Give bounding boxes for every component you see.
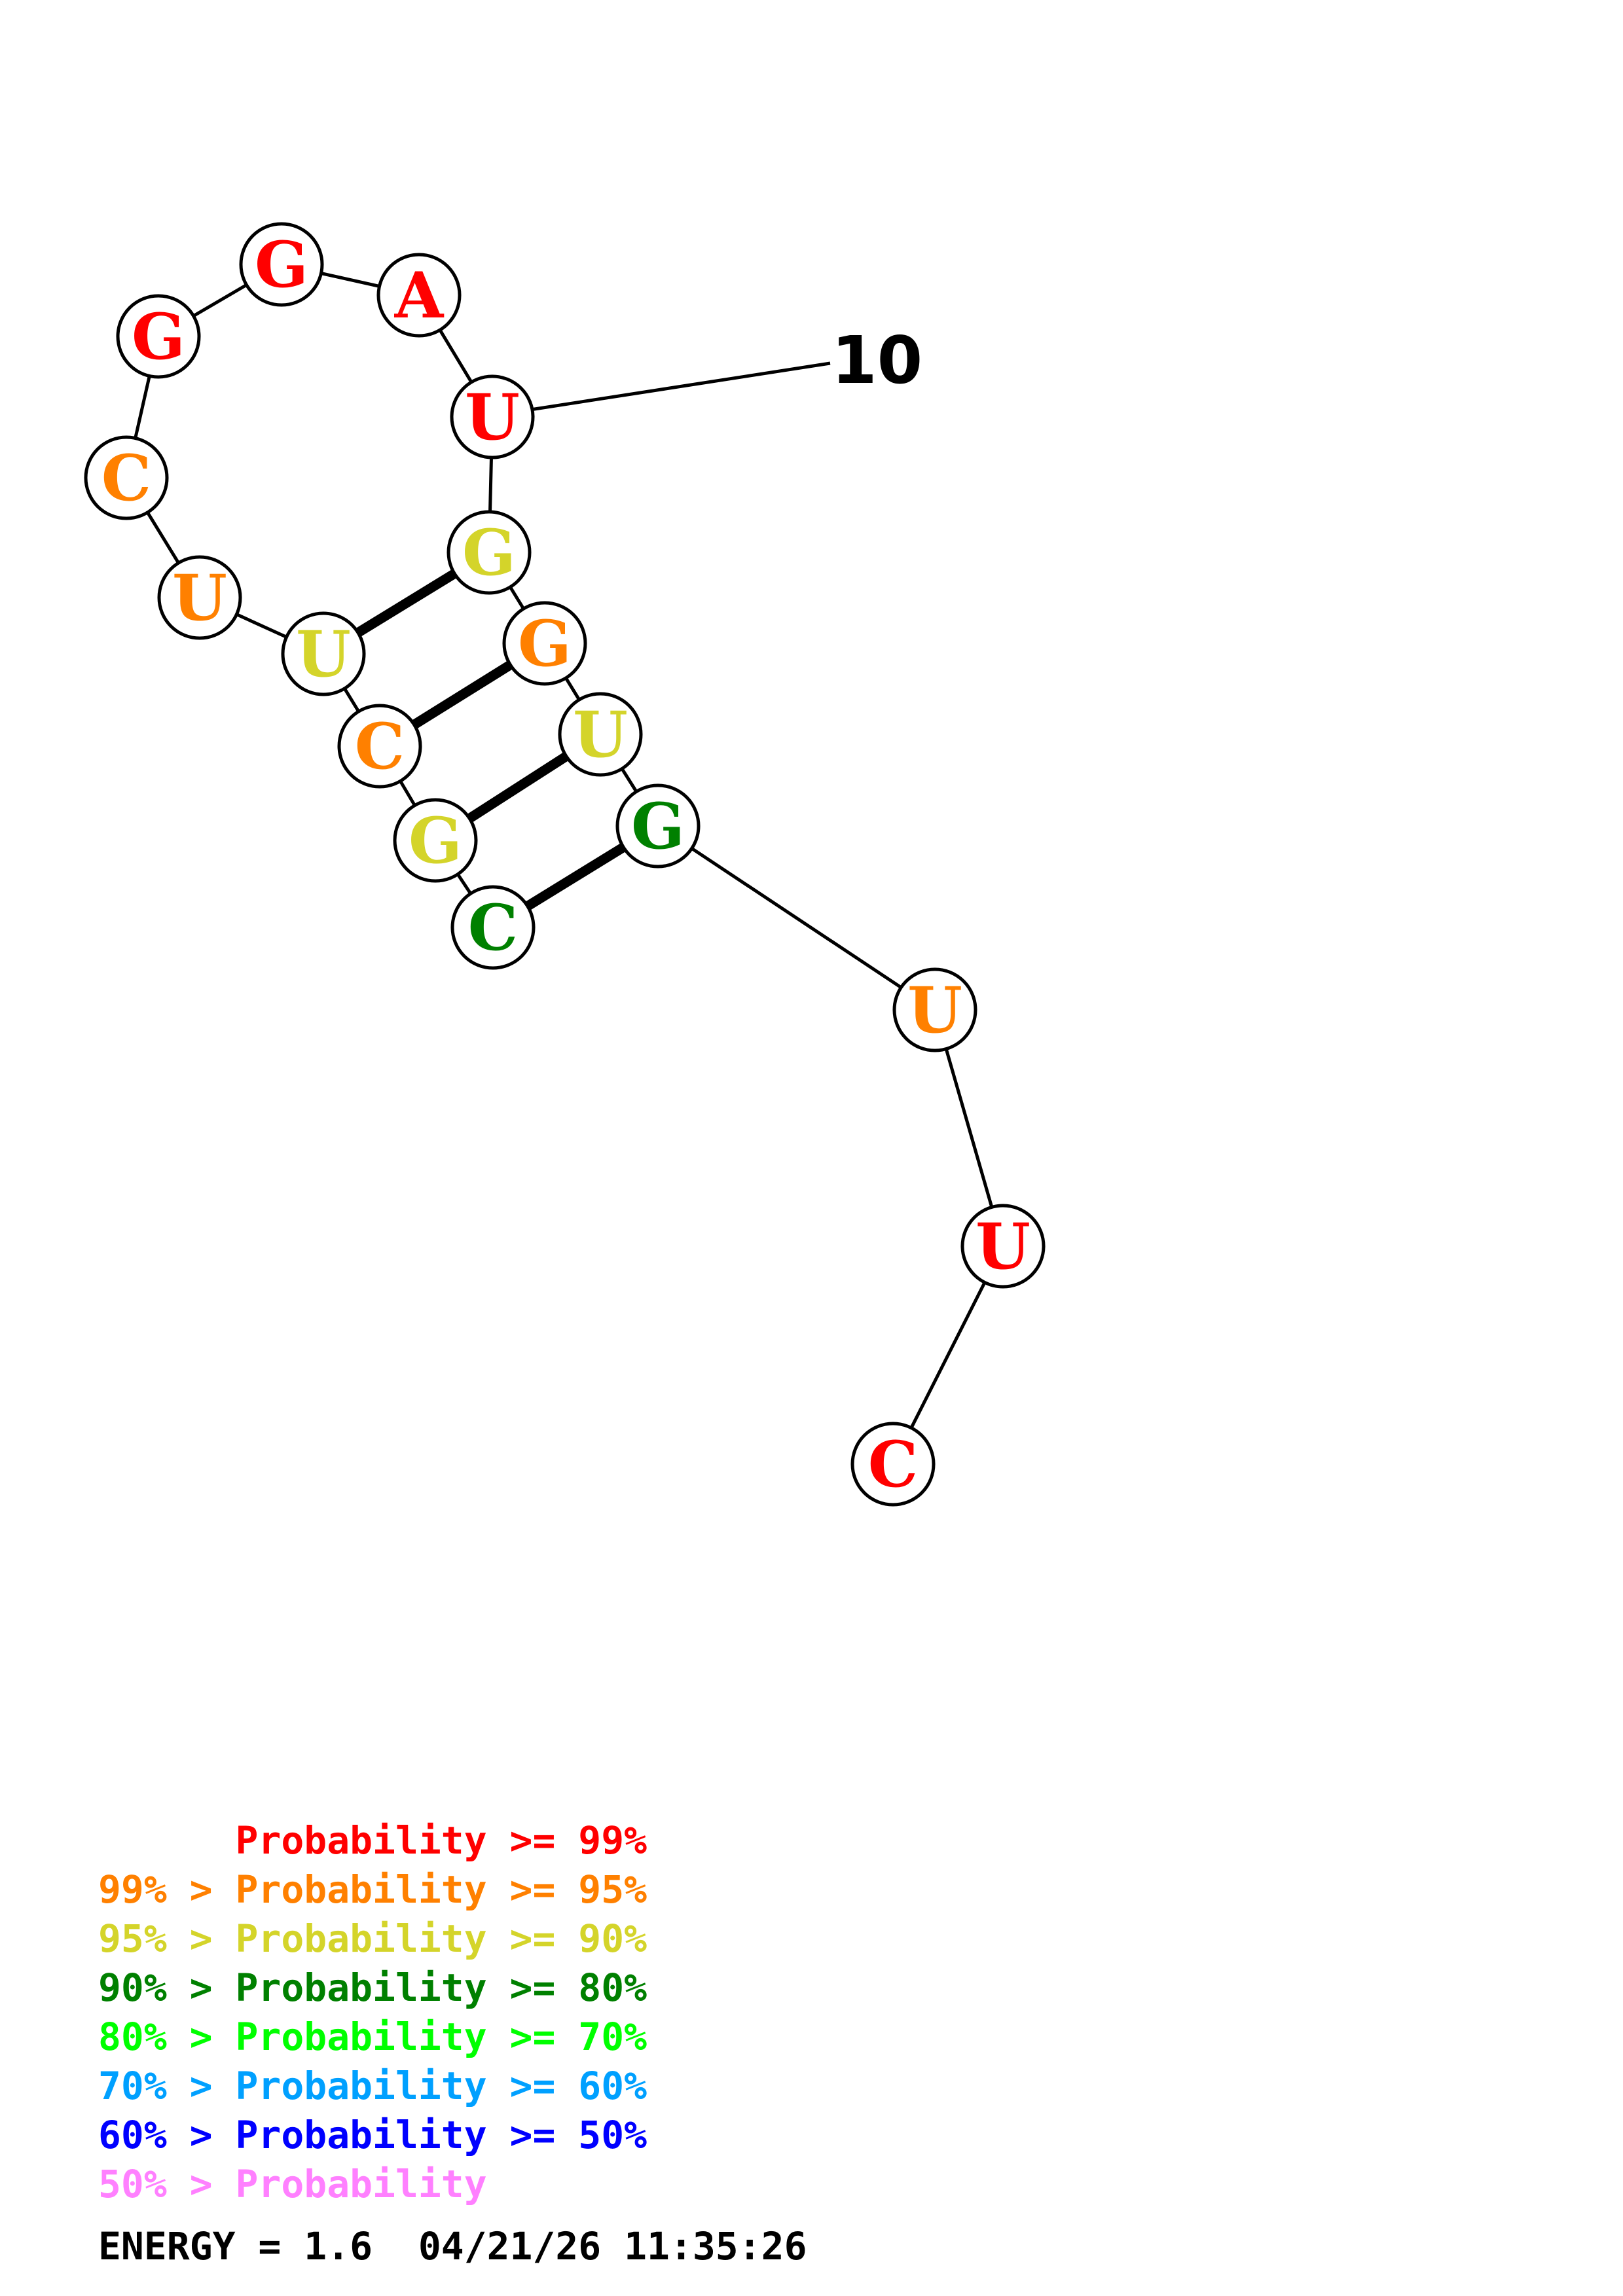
nucleotide-circle: [239, 222, 324, 307]
nucleotide-circle: [116, 294, 201, 379]
nucleotide-circle: [84, 435, 169, 520]
legend-row: 90% > Probability >= 80%: [98, 1965, 647, 2010]
nucleotide-letter: G: [518, 607, 572, 681]
nucleotide-letter: U: [976, 1210, 1030, 1283]
nucleotide-letter: G: [255, 228, 308, 302]
nucleotide-node: G: [239, 222, 324, 307]
nucleotide-node: A: [376, 253, 462, 338]
nucleotide-circle: [157, 555, 242, 640]
tick-label: 10: [831, 322, 922, 399]
nucleotide-node: G: [116, 294, 201, 379]
nucleotide-node: U: [892, 967, 977, 1052]
nucleotide-letter: G: [631, 789, 685, 863]
legend-row: 60% > Probability >= 50%: [98, 2113, 647, 2157]
nucleotide-letter: C: [868, 1427, 918, 1501]
legend-row: 95% > Probability >= 90%: [98, 1916, 647, 1961]
nucleotide-circle: [960, 1204, 1046, 1289]
tick-line: [492, 361, 831, 418]
nucleotide-letter: C: [101, 441, 151, 515]
position-tick: 10: [492, 322, 922, 418]
nucleotide-node: U: [960, 1204, 1046, 1289]
nucleotide-node: U: [450, 374, 535, 459]
nucleotide-node: G: [615, 783, 701, 869]
nucleotide-node: G: [393, 798, 478, 883]
legend-row: Probability >= 99%: [98, 1818, 647, 1863]
nucleotide-node: G: [447, 510, 532, 595]
nucleotide-letter: U: [573, 698, 628, 772]
nucleotide-circle: [376, 253, 462, 338]
nucleotide-letter: C: [468, 891, 518, 965]
nucleotide-circle: [502, 601, 587, 686]
nucleotide-letter: U: [465, 380, 520, 454]
nucleotide-letter: U: [172, 561, 227, 635]
legend-row: 50% > Probability: [98, 2162, 487, 2206]
legend-row: 70% > Probability >= 60%: [98, 2064, 647, 2108]
nucleotide-letter: G: [462, 516, 516, 590]
legend-row: 99% > Probability >= 95%: [98, 1867, 647, 1912]
nucleotide-letter: A: [394, 259, 445, 332]
nucleotide-circle: [892, 967, 977, 1052]
nucleotide-letter: G: [132, 300, 185, 374]
backbone-layer: [124, 262, 1005, 1465]
probability-legend: Probability >= 99%99% > Probability >= 9…: [98, 1818, 807, 2269]
nucleotide-letter: U: [907, 973, 962, 1047]
legend-row: 80% > Probability >= 70%: [98, 2015, 647, 2059]
nucleotide-circle: [393, 798, 478, 883]
nucleotide-circle: [558, 692, 643, 777]
nucleotide-node: C: [84, 435, 169, 520]
nucleotide-circle: [450, 885, 536, 970]
nucleotide-letter: G: [409, 804, 462, 878]
nucleotide-letter: C: [355, 709, 405, 783]
nucleotide-circle: [281, 611, 366, 696]
nucleotide-node: U: [157, 555, 242, 640]
nucleotide-circle: [337, 704, 422, 789]
nucleotide-node: U: [281, 611, 366, 696]
nucleotide-circle: [850, 1422, 936, 1507]
nucleotide-circle: [450, 374, 535, 459]
backbone-link: [657, 824, 936, 1012]
nucleotide-node: C: [850, 1422, 936, 1507]
nucleotide-circle: [615, 783, 701, 869]
nucleotide-circle: [447, 510, 532, 595]
nucleotide-node: C: [450, 885, 536, 970]
nucleotide-node: C: [337, 704, 422, 789]
energy-timestamp: ENERGY = 1.6 04/21/26 11:35:26: [98, 2224, 807, 2269]
nucleotide-node: G: [502, 601, 587, 686]
nucleotide-letter: U: [296, 617, 351, 691]
nucleotide-node: U: [558, 692, 643, 777]
